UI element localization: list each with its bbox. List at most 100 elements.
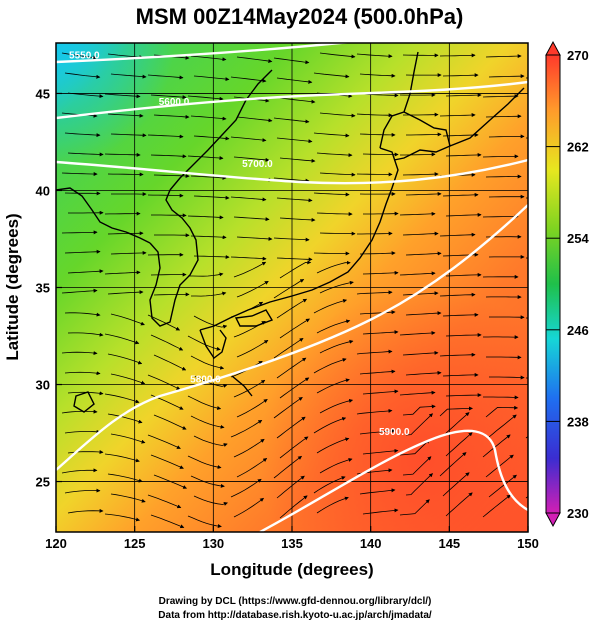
streamline: [279, 495, 308, 519]
colorbar-tick-label: 246: [567, 323, 589, 338]
streamline: [313, 358, 347, 374]
streamline: [276, 475, 305, 499]
streamline: [362, 93, 399, 98]
streamline: [187, 155, 224, 161]
streamline: [313, 72, 350, 79]
streamline: [279, 318, 310, 339]
streamline: [319, 52, 356, 59]
streamline: [153, 414, 187, 430]
streamline: [276, 77, 313, 84]
streamline: [230, 419, 263, 438]
streamline: [273, 455, 303, 479]
longitude-ticks: 120 125 130 135 140 145 150: [45, 526, 539, 551]
streamline: [399, 439, 430, 456]
streamline: [445, 492, 473, 517]
contour-labels: 5550.0 5600.0 5700.0 5800.0 5900.0: [69, 51, 410, 438]
streamline: [313, 476, 346, 494]
y-tick-label: 40: [36, 183, 50, 198]
streamline: [147, 74, 184, 80]
streamline: [61, 351, 98, 356]
streamline: [107, 290, 144, 295]
streamline: [316, 260, 351, 274]
streamline: [190, 115, 227, 121]
streamline: [313, 299, 348, 314]
streamline: [190, 475, 225, 488]
streamline: [150, 94, 187, 100]
y-tick-label: 35: [36, 281, 50, 296]
streamline: [279, 377, 310, 399]
streamline: [313, 132, 350, 138]
streamline: [488, 74, 525, 79]
streamline: [485, 54, 522, 59]
colorbar-tick-label: 238: [567, 414, 589, 429]
streamline: [276, 197, 313, 203]
streamline: [362, 389, 399, 395]
y-tick-label: 30: [36, 378, 50, 393]
streamline: [362, 330, 399, 335]
streamline: [104, 270, 141, 275]
streamline: [64, 132, 101, 138]
contour-label: 5600.0: [159, 97, 190, 108]
streamline: [230, 478, 262, 498]
streamline: [482, 154, 519, 159]
streamline: [187, 215, 224, 220]
streamline: [67, 508, 104, 514]
sakhalin-coastline: [403, 51, 419, 113]
streamline: [107, 353, 143, 365]
streamline: [187, 335, 221, 351]
streamline: [190, 55, 227, 62]
streamline: [316, 212, 353, 217]
streamline: [442, 132, 479, 137]
streamline: [104, 93, 141, 99]
streamline: [273, 338, 304, 359]
streamline: [110, 73, 147, 79]
streamline: [405, 191, 442, 196]
x-tick-label: 130: [202, 536, 224, 551]
streamline: [319, 231, 356, 236]
streamline: [233, 261, 267, 278]
streamline: [61, 52, 98, 60]
streamline: [193, 195, 230, 200]
streamline: [236, 116, 273, 123]
contour-line-5600: [56, 80, 528, 120]
streamline: [147, 494, 182, 509]
streamline: [104, 453, 140, 463]
streamline: [64, 312, 101, 317]
streamline: [442, 412, 470, 437]
streamline: [439, 232, 476, 237]
streamline: [64, 488, 101, 494]
streamline: [319, 112, 356, 118]
streamline: [405, 251, 442, 256]
streamline: [489, 375, 525, 380]
streamline: [488, 474, 517, 498]
streamline: [150, 334, 184, 351]
x-tick-label: 135: [281, 536, 303, 551]
streamline: [483, 395, 519, 400]
streamline: [193, 435, 228, 447]
streamline: [107, 231, 144, 236]
streamline: [319, 339, 354, 354]
streamline: [359, 132, 396, 137]
streamline: [279, 157, 316, 163]
streamline: [439, 53, 476, 58]
streamline: [64, 429, 101, 434]
streamline: [193, 315, 228, 329]
streamline: [482, 94, 519, 99]
streamline: [273, 117, 310, 124]
shikoku-coastline: [234, 309, 274, 327]
streamline: [439, 452, 467, 477]
contour-line-5550: [56, 43, 351, 64]
streamline: [64, 72, 101, 79]
streamline: [488, 414, 517, 438]
x-tick-label: 140: [360, 536, 382, 551]
streamline: [356, 290, 393, 295]
streamline: [236, 236, 273, 241]
streamline: [399, 499, 430, 516]
streamline: [316, 496, 349, 514]
streamline: [442, 73, 479, 78]
streamline: [313, 251, 350, 256]
streamline: [442, 312, 479, 317]
ryukyu-islands: [231, 375, 253, 397]
streamline: [405, 370, 442, 376]
x-tick-label: 120: [45, 536, 67, 551]
